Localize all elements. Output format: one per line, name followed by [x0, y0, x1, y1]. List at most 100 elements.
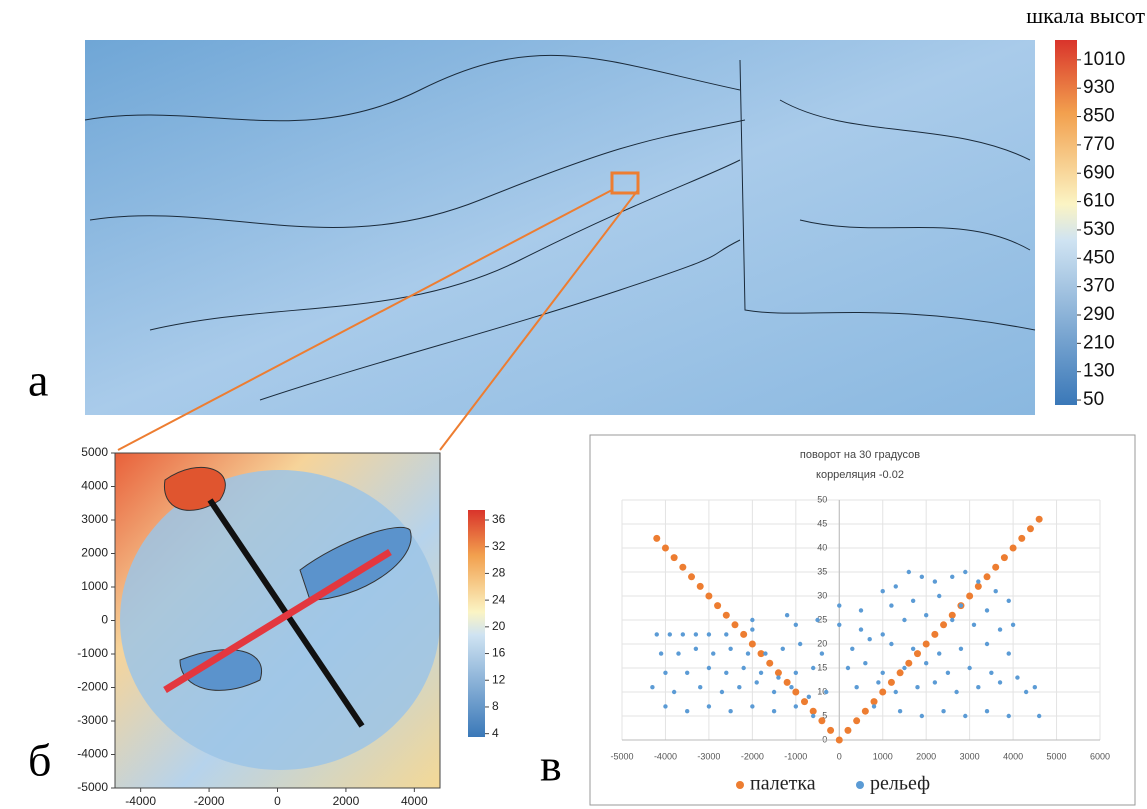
point — [789, 685, 793, 689]
colorbar-tick-label: 450 — [1083, 247, 1115, 268]
point — [853, 717, 860, 724]
y-tick-label: 1000 — [81, 579, 108, 593]
y-tick-label: 50 — [817, 494, 827, 504]
colorbar-tick-label: 610 — [1083, 191, 1115, 212]
point — [902, 618, 906, 622]
point — [859, 627, 863, 631]
point — [776, 675, 780, 679]
x-tick-label: 3000 — [960, 751, 980, 761]
point — [940, 621, 947, 628]
point — [846, 666, 850, 670]
point — [954, 690, 958, 694]
point — [785, 613, 789, 617]
point — [1001, 554, 1008, 561]
point — [679, 564, 686, 571]
x-tick-label: 6000 — [1090, 751, 1110, 761]
point — [650, 685, 654, 689]
colorbar-tick-label: 36 — [492, 512, 506, 526]
x-tick-label: -5000 — [610, 751, 633, 761]
point — [772, 709, 776, 713]
point — [850, 647, 854, 651]
point — [911, 599, 915, 603]
point — [1036, 516, 1043, 523]
colorbar-tick-label: 28 — [492, 566, 506, 580]
point — [937, 594, 941, 598]
point — [894, 584, 898, 588]
point — [663, 704, 667, 708]
point — [810, 708, 817, 715]
point — [731, 621, 738, 628]
point — [844, 727, 851, 734]
point — [966, 593, 973, 600]
colorbar-tick-label: 24 — [492, 592, 506, 606]
y-tick-label: 0 — [101, 613, 108, 627]
y-tick-label: 3000 — [81, 512, 108, 526]
colorbar-tick-label: 770 — [1083, 134, 1115, 155]
figure: шкала высот 1010930850770690610530450370… — [0, 0, 1147, 809]
point — [1024, 690, 1028, 694]
point — [792, 689, 799, 696]
point — [676, 651, 680, 655]
colorbar-tick-label: 4 — [492, 726, 499, 740]
point — [749, 641, 756, 648]
point — [750, 618, 754, 622]
point — [924, 613, 928, 617]
point — [1018, 535, 1025, 542]
colorbar-tick-label: 20 — [492, 619, 506, 633]
point — [668, 632, 672, 636]
colorbar-tick-label: 12 — [492, 672, 506, 686]
point — [959, 647, 963, 651]
point — [836, 737, 843, 744]
colorbar-tick-label: 290 — [1083, 304, 1115, 325]
point — [763, 651, 767, 655]
point — [1011, 623, 1015, 627]
colorbar-tick-label: 32 — [492, 539, 506, 553]
point — [854, 685, 858, 689]
x-tick-label: 4000 — [401, 794, 428, 808]
point — [950, 575, 954, 579]
point — [881, 632, 885, 636]
point — [1015, 675, 1019, 679]
y-tick-label: 45 — [817, 518, 827, 528]
colorbar-b — [468, 510, 485, 737]
point — [837, 623, 841, 627]
x-tick-label: 2000 — [916, 751, 936, 761]
point — [720, 690, 724, 694]
point — [740, 631, 747, 638]
point — [827, 727, 834, 734]
y-tick-label: 35 — [817, 566, 827, 576]
x-tick-label: -4000 — [125, 794, 156, 808]
point — [659, 651, 663, 655]
x-tick-label: 5000 — [1047, 751, 1067, 761]
point — [707, 632, 711, 636]
point — [871, 698, 878, 705]
x-tick-label: -4000 — [654, 751, 677, 761]
point — [915, 685, 919, 689]
x-tick-label: -2000 — [741, 751, 764, 761]
legend-label: палетка — [750, 773, 816, 795]
point — [697, 583, 704, 590]
point — [911, 647, 915, 651]
y-tick-label: 15 — [817, 662, 827, 672]
point — [728, 709, 732, 713]
point — [794, 704, 798, 708]
point — [1007, 714, 1011, 718]
point — [897, 669, 904, 676]
point — [681, 632, 685, 636]
point — [737, 685, 741, 689]
x-tick-label: 0 — [274, 794, 281, 808]
chart-title: поворот на 30 градусов — [800, 449, 920, 461]
point — [663, 671, 667, 675]
point — [872, 704, 876, 708]
panel-label: б — [28, 735, 51, 786]
point — [889, 603, 893, 607]
point — [923, 641, 930, 648]
point — [967, 666, 971, 670]
point — [772, 690, 776, 694]
point — [671, 554, 678, 561]
point — [741, 666, 745, 670]
point — [998, 680, 1002, 684]
point — [863, 661, 867, 665]
point — [933, 680, 937, 684]
point — [837, 603, 841, 607]
